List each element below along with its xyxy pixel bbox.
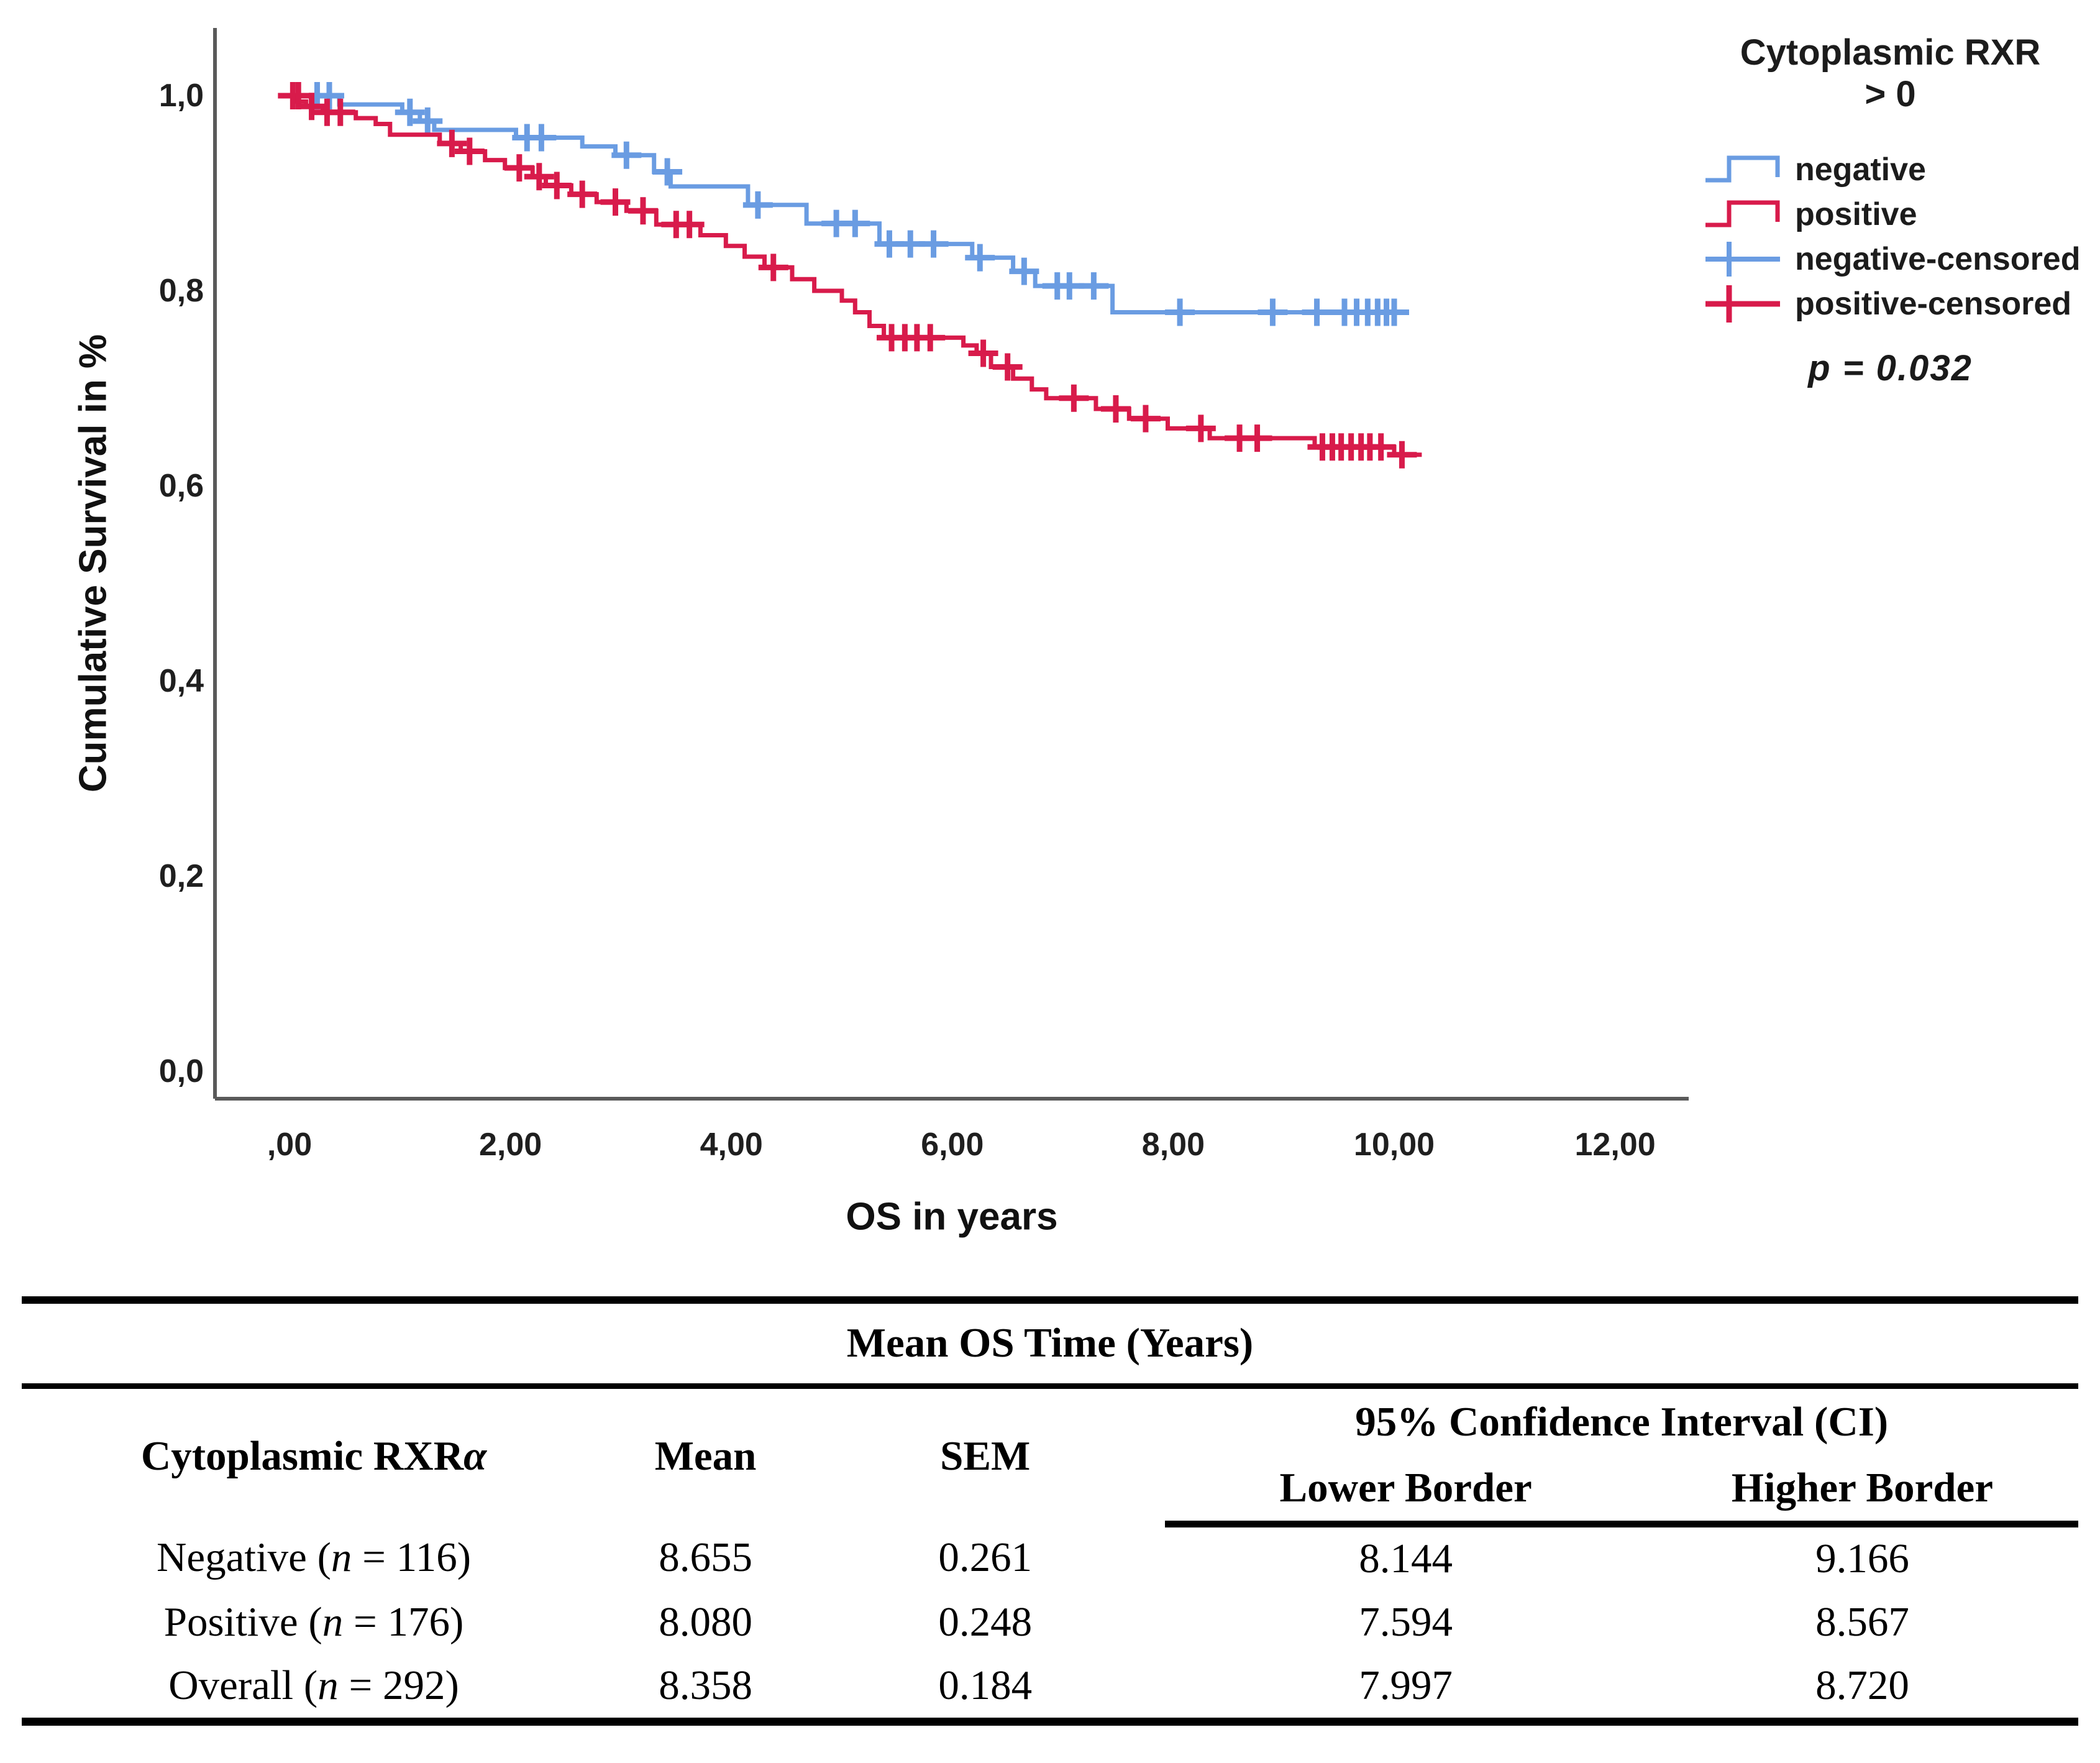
mean-value: 8.080 <box>659 1599 752 1646</box>
legend-item-label: positive <box>1795 196 1917 233</box>
alpha-symbol: α <box>463 1433 487 1480</box>
y-axis-title: Cumulative Survival in % <box>72 334 115 792</box>
col-header-rxr: Cytoplasmic RXRα <box>140 1433 487 1480</box>
y-tick-label: 0,6 <box>159 468 204 504</box>
survival-curve-positive <box>290 93 1422 457</box>
legend-item-label: negative-censored <box>1795 241 2081 278</box>
col-header-mean: Mean <box>654 1433 757 1480</box>
legend-item-negative: negative <box>1681 147 2100 192</box>
table-row-overall: Overall (n = 292) 8.358 0.184 7.997 8.72… <box>22 1654 2078 1726</box>
x-tick-label: 4,00 <box>700 1127 763 1163</box>
table-row-negative: Negative (n = 116) 8.655 0.261 8.144 9.1… <box>22 1524 2078 1591</box>
x-tick-label: 12,00 <box>1575 1127 1656 1163</box>
ci-lower-value: 7.997 <box>1165 1654 1646 1726</box>
x-axis-title: OS in years <box>846 1196 1057 1239</box>
ci-higher-value: 9.166 <box>1815 1536 1909 1582</box>
censor-marks-positive <box>278 82 1417 469</box>
row-label: Positive (n = 176) <box>163 1599 464 1646</box>
p-value: p = 0.032 <box>1808 348 1973 389</box>
mean-value: 8.655 <box>659 1534 752 1580</box>
survival-curve-negative <box>290 93 1400 314</box>
plus-censor-icon <box>1705 242 1780 277</box>
col-header-sem: SEM <box>940 1433 1031 1480</box>
legend-item-negative-censored: negative-censored <box>1681 237 2100 282</box>
legend-items: negative positive negative-censored <box>1681 147 2100 326</box>
y-tick-label: 0,0 <box>159 1053 204 1089</box>
step-line-icon <box>1705 155 1780 183</box>
x-tick-label: 10,00 <box>1354 1127 1435 1163</box>
legend: Cytoplasmic RXR > 0 negative positive <box>1681 32 2100 389</box>
sem-value: 0.261 <box>938 1534 1033 1580</box>
col-header-higher: Higher Border <box>1646 1456 2078 1527</box>
table-title: Mean OS Time (Years) <box>22 1296 2078 1389</box>
y-tick-label: 0,8 <box>159 273 204 309</box>
legend-item-positive-censored: positive-censored <box>1681 282 2100 326</box>
legend-item-label: positive-censored <box>1795 286 2072 323</box>
km-survival-chart: 0,0 0,2 0,4 0,6 0,8 1,0 ,00 2,00 4,00 6,00 8,00 10,… <box>72 28 1689 1239</box>
ci-higher-value: 8.720 <box>1646 1654 2078 1726</box>
legend-title: Cytoplasmic RXR > 0 <box>1681 32 2100 115</box>
legend-item-label: negative <box>1795 152 1926 188</box>
legend-item-positive: positive <box>1681 192 2100 237</box>
ci-lower-value: 8.144 <box>1359 1536 1453 1582</box>
ci-higher-value: 8.567 <box>1815 1599 1909 1646</box>
plus-censor-icon <box>1705 285 1780 323</box>
y-tick-label: 0,2 <box>159 858 204 894</box>
legend-title-line2: > 0 <box>1865 73 1916 114</box>
mean-value: 8.358 <box>606 1654 806 1726</box>
censor-marks-negative <box>302 82 1409 326</box>
step-line-icon <box>1705 200 1780 227</box>
col-header-lower: Lower Border <box>1165 1456 1646 1527</box>
y-tick-label: 0,4 <box>159 663 204 699</box>
sem-value: 0.248 <box>938 1599 1033 1646</box>
row-label: Negative (n = 116) <box>157 1534 472 1580</box>
ci-lower-value: 7.594 <box>1359 1599 1453 1646</box>
sem-value: 0.184 <box>805 1654 1166 1726</box>
legend-title-line1: Cytoplasmic RXR <box>1740 32 2041 73</box>
col-header-ci: 95% Confidence Interval (CI) <box>1355 1399 1889 1445</box>
table-row-positive: Positive (n = 176) 8.080 0.248 7.594 8.5… <box>22 1591 2078 1654</box>
row-label: Overall (n = 292) <box>22 1654 606 1726</box>
y-tick-label: 1,0 <box>159 78 204 114</box>
x-tick-label: 6,00 <box>921 1127 984 1163</box>
mean-os-table: Mean OS Time (Years) Cytoplasmic RXRα Me… <box>22 1296 2078 1726</box>
x-tick-label: 8,00 <box>1142 1127 1205 1163</box>
x-tick-label: ,00 <box>267 1127 312 1163</box>
x-tick-label: 2,00 <box>479 1127 542 1163</box>
